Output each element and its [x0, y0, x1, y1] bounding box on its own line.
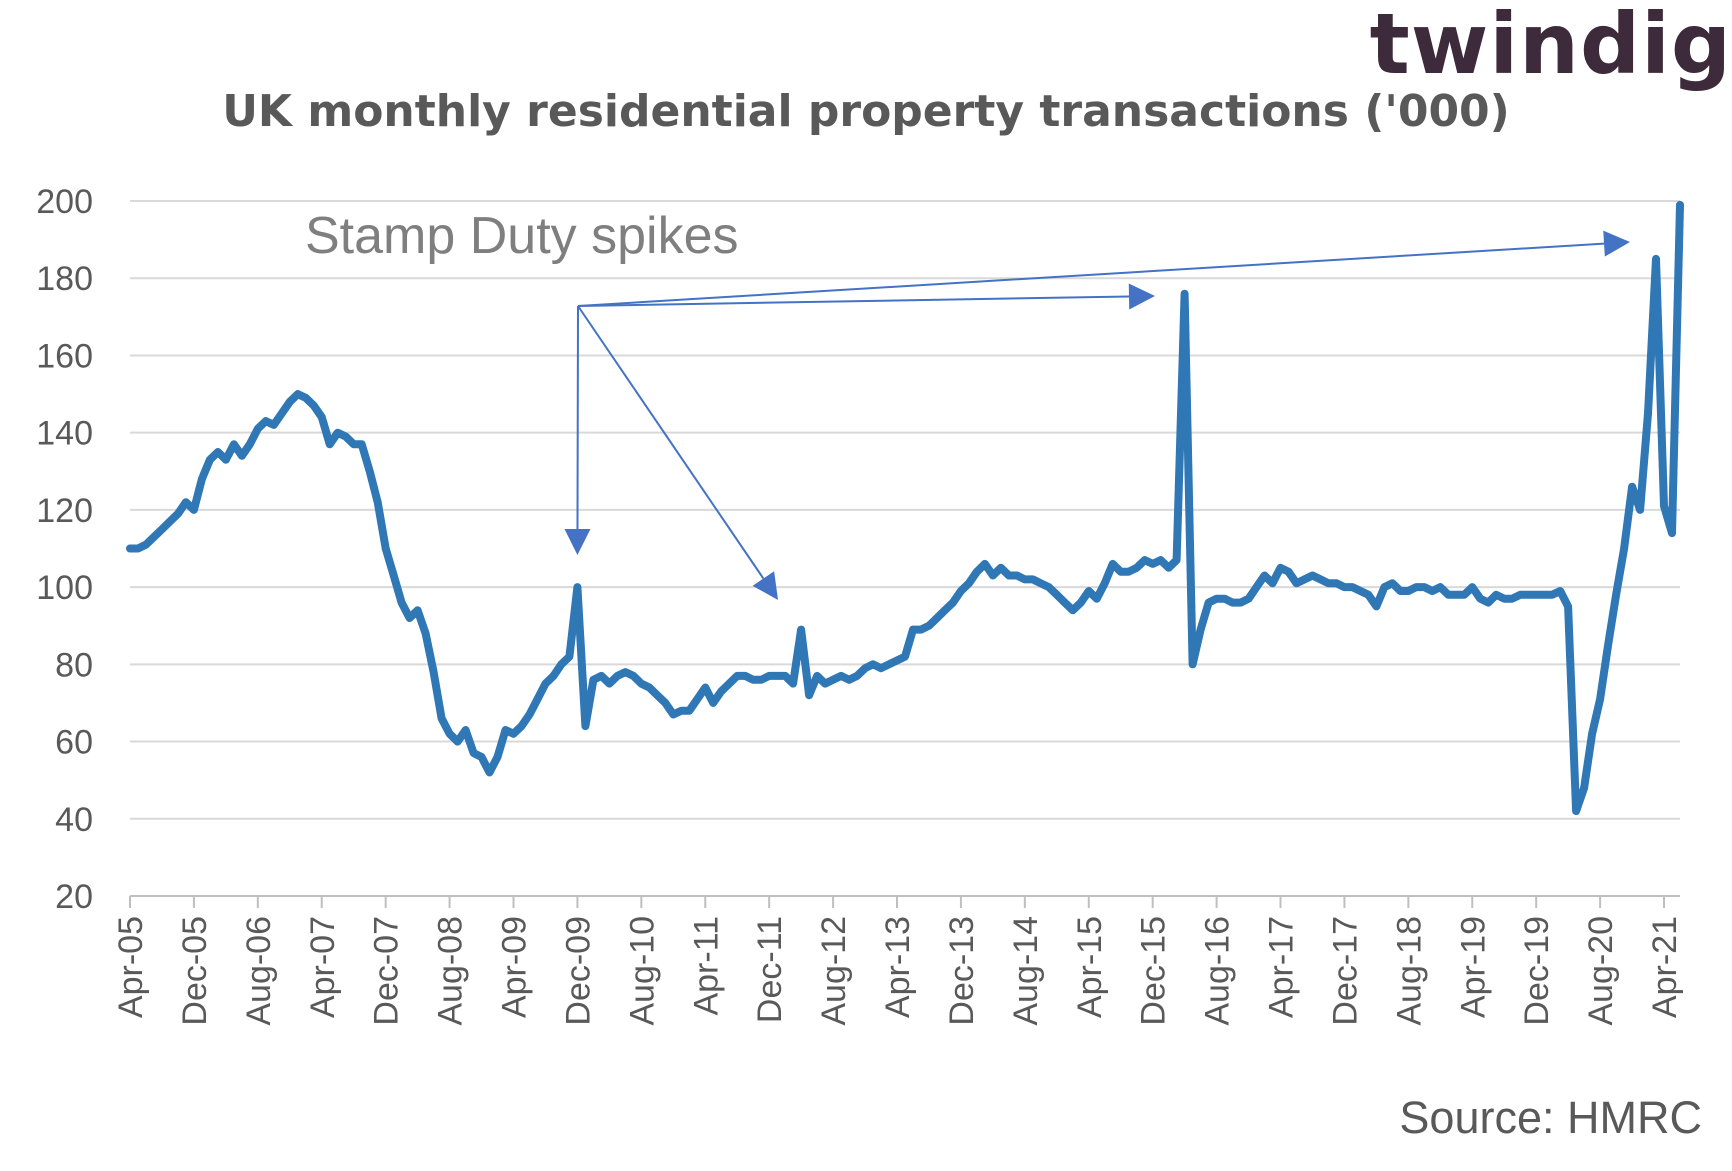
x-tick-label: Aug-14 — [1007, 916, 1045, 1026]
x-axis — [129, 895, 1680, 908]
y-tick-label: 40 — [55, 801, 93, 839]
y-tick-label: 140 — [36, 415, 93, 453]
y-tick-label: 20 — [55, 878, 93, 916]
arrow-line — [577, 242, 1605, 307]
x-tick-label: Aug-10 — [623, 916, 661, 1026]
x-tick-label: Apr-07 — [304, 916, 342, 1018]
x-tick-label: Dec-05 — [176, 916, 214, 1026]
x-tick-label: Apr-17 — [1263, 916, 1301, 1018]
arrow-head — [564, 528, 591, 555]
x-axis-ticks: Apr-05 Dec-05 Aug-06 Apr-07 Dec-07 Aug-08 Apr-… — [112, 916, 1684, 1026]
twindig-logo: twindig — [1370, 2, 1732, 86]
series-line — [126, 200, 1684, 816]
y-tick-label: 180 — [36, 260, 93, 298]
gridlines — [130, 200, 1680, 820]
y-axis-ticks: 20 40 60 80 100 120 140 160 180 200 — [36, 183, 93, 916]
x-tick-label: Aug-16 — [1199, 916, 1237, 1026]
arrow-head — [752, 571, 778, 600]
x-tick-label: Apr-11 — [687, 916, 725, 1016]
arrow-line — [576, 305, 579, 530]
arrow-head — [1603, 230, 1630, 257]
x-tick-label: Aug-08 — [432, 916, 470, 1026]
annotation-label: Stamp Duty spikes — [305, 207, 739, 265]
y-tick-label: 200 — [36, 183, 93, 221]
source-label: Source: HMRC — [1399, 1092, 1702, 1143]
x-tick-label: Dec-07 — [368, 916, 406, 1026]
x-tick-label: Dec-15 — [1135, 916, 1173, 1026]
y-tick-label: 100 — [36, 569, 93, 607]
arrow-line — [577, 305, 765, 580]
x-tick-label: Dec-09 — [559, 916, 597, 1026]
stamp-duty-arrows — [564, 230, 1630, 600]
x-tick-label: Aug-12 — [815, 916, 853, 1026]
y-tick-label: 80 — [55, 646, 93, 684]
y-tick-label: 160 — [36, 337, 93, 375]
x-tick-label: Apr-15 — [1071, 916, 1109, 1018]
arrow-line — [577, 295, 1130, 307]
x-tick-label: Apr-13 — [879, 916, 917, 1018]
y-tick-label: 60 — [55, 724, 93, 762]
x-tick-label: Dec-11 — [751, 916, 789, 1023]
x-tick-label: Aug-06 — [240, 916, 278, 1026]
chart-title: UK monthly residential property transact… — [222, 86, 1510, 137]
x-tick-label: Aug-18 — [1390, 916, 1428, 1026]
x-tick-label: Apr-21 — [1646, 916, 1684, 1018]
x-tick-label: Apr-09 — [496, 916, 534, 1018]
logo-text: twindig — [1369, 0, 1732, 93]
y-tick-label: 120 — [36, 492, 93, 530]
arrow-head — [1128, 283, 1155, 310]
x-tick-label: Apr-19 — [1454, 916, 1492, 1018]
x-tick-label: Aug-20 — [1582, 916, 1620, 1026]
x-tick-label: Dec-19 — [1518, 916, 1556, 1026]
x-tick-label: Dec-17 — [1326, 916, 1364, 1026]
x-tick-label: Apr-05 — [112, 916, 150, 1018]
x-tick-label: Dec-13 — [943, 916, 981, 1026]
